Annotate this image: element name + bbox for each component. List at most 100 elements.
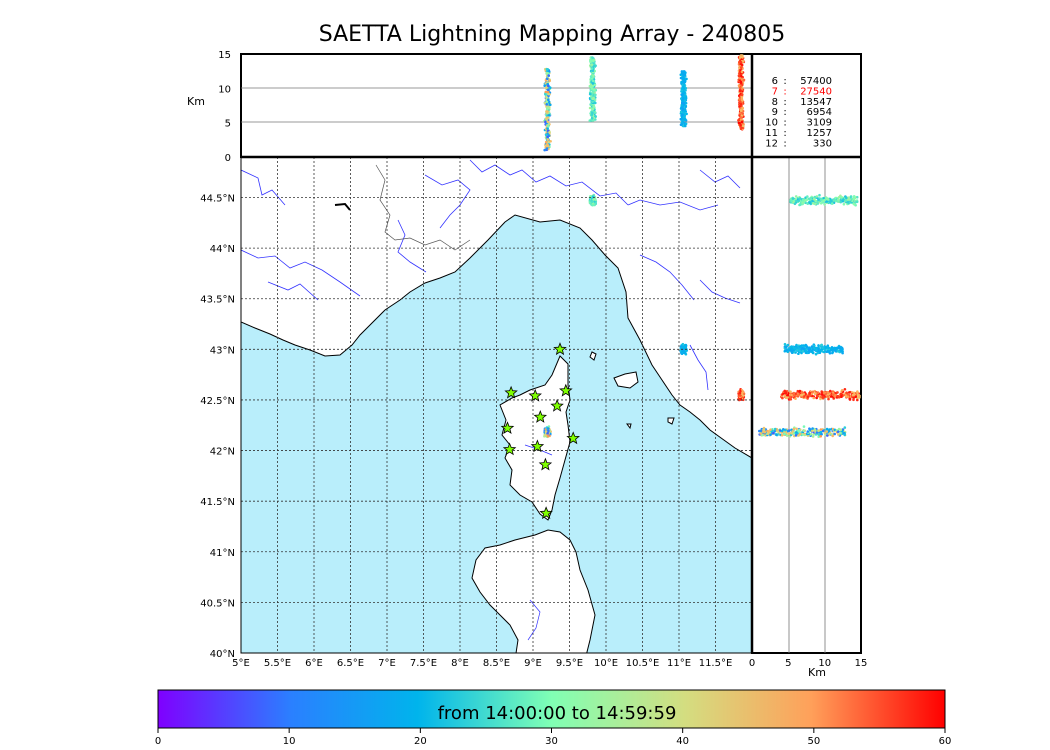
- lightning-source-dot: [815, 348, 818, 352]
- lightning-source-dot: [543, 101, 547, 105]
- lon-tick-label: 6.5°E: [337, 658, 364, 669]
- lightning-sources-side: [758, 193, 861, 439]
- lightning-source-dot: [817, 344, 820, 347]
- lightning-source-dot: [825, 427, 829, 431]
- lightning-source-dot: [759, 432, 762, 435]
- lightning-source-dot: [807, 348, 811, 352]
- lightning-source-dot: [843, 426, 847, 429]
- lightning-source-dot: [826, 395, 830, 398]
- lon-tick-label: 5°E: [232, 658, 250, 669]
- lightning-source-dot: [739, 100, 742, 104]
- lightning-source-dot: [594, 115, 597, 118]
- lightning-source-dot: [680, 80, 683, 84]
- lightning-source-dot: [591, 200, 594, 204]
- lightning-source-dot: [846, 395, 850, 399]
- lightning-source-dot: [739, 394, 742, 397]
- lightning-source-dot: [820, 432, 823, 436]
- lightning-source-dot: [836, 391, 839, 394]
- lightning-source-dot: [827, 198, 830, 201]
- count-value: 13547: [800, 97, 832, 108]
- lightning-source-dot: [683, 70, 686, 74]
- lightning-source-dot: [738, 105, 741, 108]
- lightning-source-dot: [824, 346, 827, 349]
- lightning-source-dot: [855, 200, 859, 204]
- lightning-source-dot: [739, 66, 743, 69]
- lightning-source-dot: [857, 394, 860, 398]
- lat-tick-label: 40.5°N: [200, 598, 235, 609]
- lightning-source-dot: [547, 113, 551, 117]
- lightning-source-dot: [776, 430, 780, 433]
- lightning-source-dot: [589, 103, 592, 106]
- colorbar-ticks: 0 10 20 30 40 50 60: [155, 728, 951, 747]
- count-separator: :: [783, 86, 786, 97]
- lightning-source-dot: [590, 87, 594, 90]
- lightning-source-dot: [843, 388, 847, 391]
- lightning-source-dot: [547, 429, 550, 433]
- lightning-source-dot: [823, 203, 826, 206]
- lightning-source-dot: [813, 392, 817, 396]
- lightning-source-dot: [848, 391, 851, 394]
- colorbar-tick-label: 40: [676, 736, 689, 747]
- lightning-source-dot: [856, 391, 859, 395]
- lightning-source-dot: [806, 195, 809, 198]
- lightning-source-dot: [821, 395, 825, 399]
- lightning-source-dot: [683, 111, 686, 115]
- lightning-source-dot: [780, 429, 784, 433]
- lightning-source-dot: [547, 107, 550, 110]
- lightning-source-dot: [591, 84, 595, 88]
- lat-tick-label: 44.5°N: [200, 193, 235, 204]
- lightning-source-dot: [801, 349, 805, 353]
- lightning-source-dot: [683, 83, 686, 86]
- lightning-source-dot: [679, 76, 683, 80]
- lightning-source-dot: [591, 69, 595, 72]
- altitude-tick-label: 15: [218, 50, 231, 61]
- lightning-source-dot: [773, 427, 777, 431]
- lightning-source-dot: [769, 428, 772, 432]
- lightning-source-dot: [819, 428, 823, 431]
- altitude-panel[interactable]: [240, 53, 862, 158]
- lightning-source-dot: [818, 193, 821, 197]
- lightning-source-dot: [681, 76, 685, 79]
- lightning-source-dot: [592, 74, 595, 77]
- lightning-source-dot: [742, 394, 745, 397]
- lightning-source-dot: [742, 79, 745, 82]
- lightning-source-dot: [547, 88, 550, 92]
- lightning-source-dot: [544, 140, 548, 144]
- lightning-source-dot: [811, 348, 815, 351]
- lightning-source-dot: [788, 395, 792, 399]
- lightning-source-dot: [592, 96, 595, 100]
- lightning-source-dot: [784, 428, 787, 432]
- lightning-source-dot: [794, 397, 797, 401]
- lightning-source-dot: [739, 80, 743, 84]
- lat-tick-label: 40°N: [210, 649, 235, 660]
- lightning-source-dot: [591, 107, 595, 111]
- lightning-source-dot: [804, 349, 808, 353]
- lightning-source-dot: [784, 345, 788, 349]
- side-panel[interactable]: [241, 155, 862, 654]
- lat-tick-label: 41°N: [210, 548, 235, 559]
- lightning-source-dot: [681, 93, 685, 96]
- lightning-source-dot: [680, 70, 684, 73]
- lightning-source-dot: [590, 67, 594, 70]
- lightning-source-dot: [817, 435, 820, 439]
- lightning-source-dot: [820, 343, 823, 347]
- lightning-source-dot: [737, 74, 741, 77]
- map-panel[interactable]: [240, 156, 753, 660]
- lightning-source-dot: [811, 199, 814, 203]
- lightning-source-dot: [811, 390, 815, 394]
- lightning-source-dot: [758, 429, 761, 433]
- station-star-icon: [566, 431, 580, 445]
- lightning-source-dot: [789, 398, 793, 401]
- side-unit-label: Km: [808, 666, 826, 679]
- lightning-source-dot: [821, 346, 824, 350]
- lightning-source-dot: [841, 351, 844, 355]
- lightning-source-dot: [737, 121, 741, 125]
- lightning-source-dot: [833, 428, 837, 432]
- lightning-source-dot: [739, 123, 742, 127]
- lightning-source-dot: [783, 342, 787, 346]
- lightning-source-dot: [809, 394, 812, 397]
- lightning-source-dot: [593, 83, 597, 87]
- lightning-source-dot: [683, 350, 686, 354]
- side-tick-label: 0: [749, 658, 755, 669]
